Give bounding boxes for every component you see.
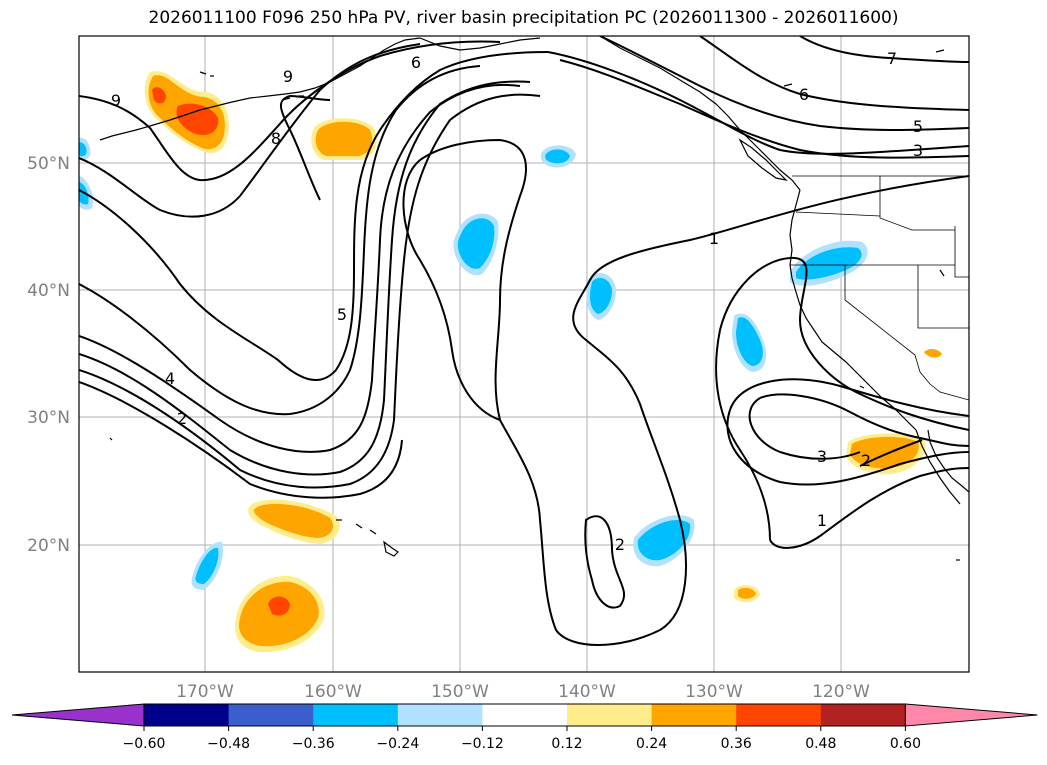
lat-label: 20°N bbox=[27, 536, 70, 556]
pv-contour bbox=[748, 397, 861, 460]
lon-label: 140°W bbox=[558, 682, 616, 702]
colorbar-segment bbox=[820, 704, 906, 726]
colorbar-frame bbox=[143, 703, 906, 727]
pv-contour bbox=[559, 59, 969, 159]
pv-contour bbox=[79, 65, 481, 416]
precip-anomaly-negative bbox=[590, 277, 612, 314]
pv-contour bbox=[79, 43, 421, 218]
precip-anomaly-negative bbox=[457, 218, 495, 269]
colorbar-tick-label: 0.24 bbox=[636, 736, 667, 752]
pv-contour-label: 2 bbox=[615, 535, 625, 554]
precip-anomaly-strong-positive bbox=[152, 87, 166, 104]
map-title: 2026011100 F096 250 hPa PV, river basin … bbox=[148, 8, 899, 28]
pv-contour bbox=[419, 138, 969, 646]
precip-anomaly-strong-positive bbox=[268, 596, 290, 616]
pv-contour-label: 6 bbox=[799, 85, 809, 104]
pv-contour-label: 5 bbox=[337, 305, 347, 324]
pv-contour bbox=[79, 51, 549, 381]
pv-contour-label: 8 bbox=[271, 129, 281, 148]
pv-contour bbox=[599, 36, 969, 131]
pv-contour bbox=[547, 51, 969, 155]
coastlines bbox=[99, 36, 969, 561]
pv-contour bbox=[729, 378, 969, 417]
precip-anomaly-negative bbox=[736, 317, 763, 366]
lon-label: 170°W bbox=[176, 682, 234, 702]
colorbar-tick-label: 0.48 bbox=[805, 736, 836, 752]
pv-contour-label: 6 bbox=[411, 53, 421, 72]
pv-contour bbox=[769, 467, 969, 549]
pv-contour-label: 9 bbox=[283, 67, 293, 86]
pv-contour-label: 1 bbox=[709, 229, 719, 248]
pv-contour-label: 5 bbox=[913, 117, 923, 136]
pv-contour bbox=[79, 381, 403, 499]
pv-contour-label: 3 bbox=[913, 141, 923, 160]
colorbar-tick-label: 0.12 bbox=[551, 736, 582, 752]
borders bbox=[790, 175, 969, 401]
lon-label: 160°W bbox=[304, 682, 362, 702]
precip-anomaly-negative bbox=[637, 519, 691, 561]
precip-anomaly-positive bbox=[924, 348, 942, 358]
lat-label: 30°N bbox=[27, 408, 70, 428]
pv-contour bbox=[759, 393, 969, 447]
precip-anomaly-negative bbox=[796, 247, 862, 280]
colorbar-tick-label: −0.36 bbox=[292, 736, 335, 752]
plot-frame bbox=[78, 35, 970, 673]
precip-anomaly-strong-positive bbox=[176, 103, 219, 136]
pv-contour bbox=[699, 36, 969, 111]
pv-contour bbox=[280, 94, 331, 201]
colorbar bbox=[11, 703, 1038, 727]
lon-label: 120°W bbox=[812, 682, 870, 702]
colorbar-segment bbox=[313, 704, 399, 726]
pv-contour bbox=[79, 40, 501, 182]
precip-anomaly-positive bbox=[850, 436, 919, 469]
precip-anomaly-positive bbox=[315, 121, 373, 156]
pv-contour bbox=[79, 93, 541, 489]
pv-contour-label: 3 bbox=[817, 447, 827, 466]
colorbar-extend-max bbox=[904, 703, 1038, 727]
colorbar-segment bbox=[651, 704, 737, 726]
pv-contour bbox=[584, 515, 626, 609]
lat-label: 50°N bbox=[27, 154, 70, 174]
colorbar-ticks: −0.60 −0.48 −0.36 −0.24 −0.12 0.12 0.24 0.36 0.4… bbox=[123, 726, 921, 752]
pv-contour bbox=[79, 83, 521, 453]
pv-contours bbox=[79, 36, 969, 646]
colorbar-tick-label: 0.36 bbox=[721, 736, 752, 752]
precip-anomaly-negative bbox=[545, 149, 570, 164]
colorbar-tick-label: −0.60 bbox=[123, 736, 166, 752]
pv-contour-label: 2 bbox=[177, 409, 187, 428]
colorbar-segment bbox=[482, 704, 568, 726]
precip-anomaly-positive bbox=[254, 503, 334, 538]
pv-contour-label: 2 bbox=[861, 451, 871, 470]
precip-anomaly-negative bbox=[79, 142, 87, 157]
pv-contour bbox=[79, 80, 531, 476]
lon-label: 150°W bbox=[431, 682, 489, 702]
precip-shading bbox=[79, 71, 942, 653]
colorbar-segment bbox=[228, 704, 314, 726]
colorbar-tick-label: −0.24 bbox=[376, 736, 419, 752]
colorbar-tick-label: −0.12 bbox=[461, 736, 504, 752]
precip-anomaly-positive bbox=[738, 587, 756, 599]
pv-contour-label: 1 bbox=[817, 511, 827, 530]
pv-contour-label: 9 bbox=[111, 91, 121, 110]
pv-contour-label: 4 bbox=[165, 369, 175, 388]
colorbar-segment bbox=[567, 704, 653, 726]
pv-contour bbox=[715, 256, 969, 541]
colorbar-segment bbox=[144, 704, 230, 726]
pv-contour-label: 7 bbox=[887, 49, 897, 68]
colorbar-segment bbox=[736, 704, 822, 726]
plot-area bbox=[79, 36, 969, 672]
pv-contour bbox=[402, 159, 501, 421]
colorbar-tick-label: −0.48 bbox=[207, 736, 250, 752]
pv-contour bbox=[859, 439, 923, 467]
pv-contour bbox=[726, 409, 969, 486]
colorbar-tick-label: 0.60 bbox=[890, 736, 921, 752]
pv-contour-labels: 9 9 8 6 5 4 2 1 7 6 5 3 1 2 3 2 1 bbox=[111, 49, 923, 554]
colorbar-segment bbox=[397, 704, 483, 726]
lon-label: 130°W bbox=[685, 682, 743, 702]
pv-contour bbox=[799, 36, 969, 63]
precip-anomaly-negative bbox=[195, 547, 219, 584]
colorbar-extend-min bbox=[11, 703, 145, 727]
lat-label: 40°N bbox=[27, 281, 70, 301]
